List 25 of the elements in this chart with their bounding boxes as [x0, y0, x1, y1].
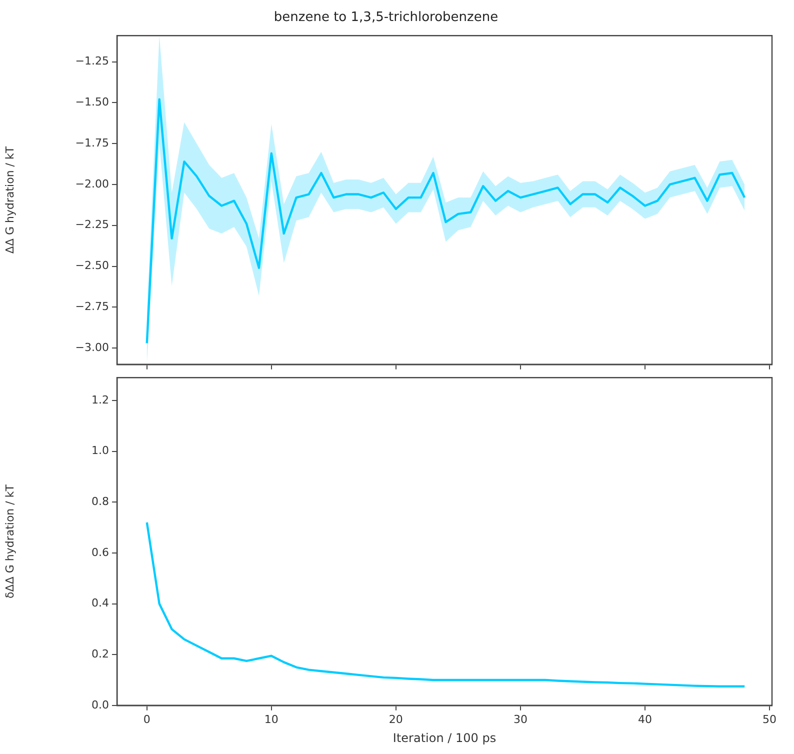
y-tick-label: 0.4 [92, 596, 109, 610]
x-tick-label: 50 [762, 712, 777, 726]
y-tick-label: −3.00 [75, 340, 109, 354]
y-tick-label: −2.25 [75, 218, 109, 232]
y-tick-label: 0.2 [92, 647, 109, 660]
x-tick-label: 0 [143, 712, 150, 726]
x-axis-title: Iteration / 100 ps [392, 730, 496, 745]
x-tick-label: 20 [388, 712, 403, 726]
y-tick-label: 0.6 [92, 546, 109, 559]
y-tick-label: 1.2 [92, 393, 109, 406]
y-tick-label: −1.75 [75, 136, 109, 150]
y-tick-label: 0.8 [92, 494, 109, 508]
y-axis-title: ΔΔ G hydration / kT [3, 146, 16, 254]
x-tick-label: 40 [638, 712, 652, 726]
y-tick-label: −2.75 [75, 300, 109, 314]
y-tick-label: −1.50 [75, 96, 109, 109]
y-tick-label: −2.00 [75, 177, 109, 190]
y-tick-label: −1.25 [75, 54, 109, 68]
chart-title: benzene to 1,3,5-trichlorobenzene [274, 10, 498, 26]
y-tick-label: 1.0 [92, 444, 109, 458]
x-tick-label: 10 [264, 712, 278, 726]
y-tick-label: −2.50 [75, 259, 109, 272]
x-tick-label: 30 [513, 712, 528, 726]
y-axis-title: δΔΔ G hydration / kT [3, 484, 16, 598]
y-tick-label: 0.0 [92, 698, 109, 712]
